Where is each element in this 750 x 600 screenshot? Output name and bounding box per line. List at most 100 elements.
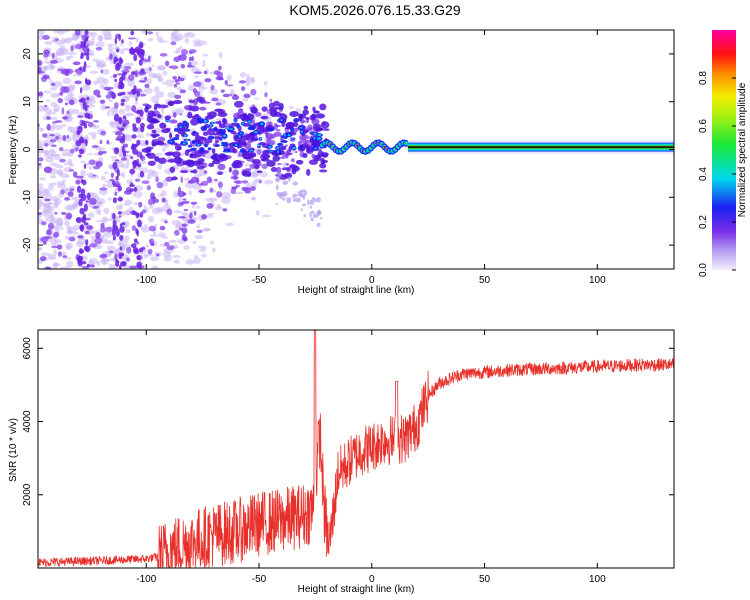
spectral-blob: [133, 190, 143, 198]
spectral-blob: [224, 80, 228, 85]
spectral-blob: [103, 231, 113, 238]
spectral-blob: [222, 208, 228, 212]
spectral-blob: [58, 147, 64, 152]
spectral-blob: [241, 180, 249, 184]
spectral-blob: [69, 188, 75, 192]
spectral-blob: [244, 168, 252, 171]
spectral-blob: [61, 107, 65, 115]
spectral-blob: [277, 150, 279, 154]
spectral-blob: [210, 84, 215, 91]
spectral-blob: [305, 117, 310, 120]
spectral-blob: [119, 243, 123, 247]
spectral-blob: [269, 98, 273, 103]
spectral-blob: [303, 214, 306, 218]
spectrogram-y-ticks: -20 -10 0 10 20: [22, 48, 674, 252]
spectral-blob: [259, 171, 268, 178]
spectral-blob: [176, 86, 183, 91]
spectral-blob: [182, 160, 187, 166]
spectral-blob: [249, 171, 259, 178]
spectral-blob: [216, 203, 221, 209]
spectral-blob: [76, 185, 82, 193]
spectral-blob: [201, 228, 211, 232]
spectral-blob: [244, 156, 252, 160]
x-tick-label: -50: [252, 574, 267, 585]
spectral-blob: [144, 83, 150, 88]
spectral-blob: [191, 56, 194, 62]
spectral-blob: [147, 160, 156, 166]
spectral-blob: [280, 135, 284, 139]
spectral-blob: [173, 83, 178, 88]
spectral-blob: [219, 130, 225, 134]
spectral-blob: [316, 153, 322, 162]
spectral-blob: [106, 139, 110, 145]
spectral-blob: [96, 63, 105, 69]
spectral-blob: [66, 134, 70, 139]
spectral-blob: [199, 141, 204, 145]
spectral-blob: [187, 219, 196, 224]
spectral-blob: [209, 187, 214, 193]
spectral-blob: [108, 263, 115, 269]
spectral-blob: [141, 30, 149, 35]
spectral-blob: [198, 245, 205, 249]
spectral-blob: [277, 172, 282, 178]
spectral-blob: [207, 212, 215, 216]
spectral-blob: [144, 76, 148, 81]
spectral-blob: [132, 210, 136, 215]
spectral-blob: [80, 169, 87, 177]
spectral-blob: [280, 137, 285, 141]
colorbar-label: Normalized spectral amplitude: [737, 82, 748, 217]
spectral-blob: [233, 112, 241, 120]
spectral-blob: [38, 163, 42, 166]
spectral-blob: [83, 38, 87, 45]
spectral-blob: [235, 184, 240, 188]
spectral-blob: [112, 224, 115, 231]
spectral-blob: [145, 244, 150, 248]
spectral-blob: [194, 113, 200, 118]
spectral-blob: [122, 150, 126, 158]
spectral-blob: [191, 140, 196, 145]
spectral-blob: [278, 102, 284, 111]
spectral-blob: [155, 140, 165, 146]
spectral-blob: [186, 159, 192, 167]
spectral-blob: [67, 191, 74, 197]
spectral-blob: [245, 163, 250, 167]
spectral-blob: [88, 165, 92, 170]
spectral-blob: [38, 204, 42, 209]
spectral-blob: [43, 153, 54, 159]
spectral-blob: [136, 90, 141, 97]
spectral-blob: [141, 180, 150, 184]
spectral-blob: [89, 197, 97, 205]
spectral-blob: [234, 119, 237, 121]
spectral-blob: [173, 142, 178, 146]
spectral-blob: [148, 66, 152, 71]
spectral-blob: [132, 165, 136, 169]
spectral-blob: [197, 118, 201, 122]
spectral-blob: [134, 70, 138, 78]
spectral-blob: [293, 122, 299, 128]
spectral-blob: [164, 152, 173, 156]
spectral-blob: [198, 183, 204, 186]
spectral-blob: [219, 137, 223, 141]
spectral-blob: [287, 133, 290, 137]
spectral-blob: [316, 197, 321, 203]
spectral-blob: [175, 47, 181, 54]
spectral-blob: [95, 41, 105, 48]
spectral-blob: [256, 148, 262, 155]
spectral-blob: [51, 245, 59, 249]
spectral-blob: [60, 189, 65, 195]
spectral-blob: [86, 65, 91, 69]
spectral-blob: [249, 124, 256, 130]
spectral-blob: [261, 214, 272, 218]
spectral-blob: [276, 191, 280, 197]
spectral-blob: [234, 100, 244, 108]
spectral-blob: [72, 108, 80, 114]
spectral-blob: [146, 31, 154, 35]
spectral-blob: [302, 142, 309, 149]
spectral-blob: [62, 178, 66, 184]
spectral-blob: [104, 106, 110, 109]
spectral-blob: [181, 200, 190, 204]
spectral-blob: [116, 160, 120, 164]
x-tick-label: 100: [589, 574, 606, 585]
spectral-blob: [300, 208, 303, 211]
